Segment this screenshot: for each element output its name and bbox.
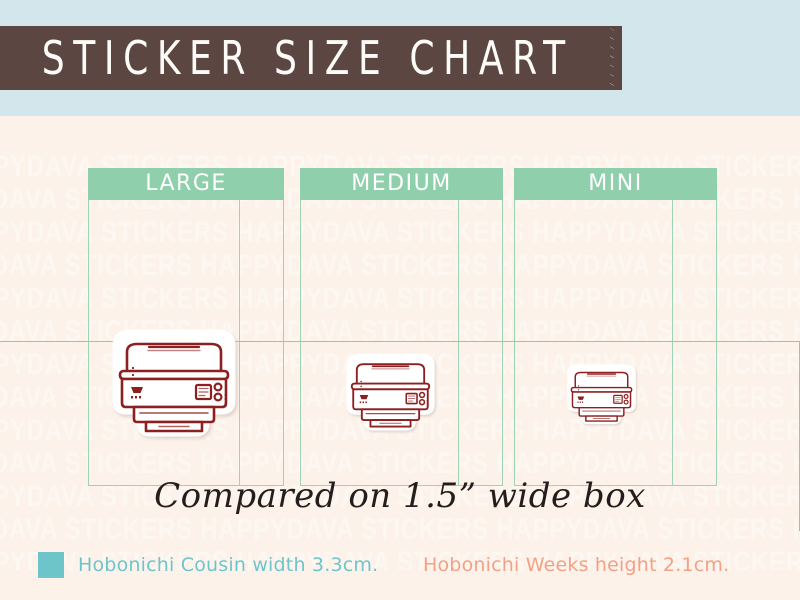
column-header-label: MEDIUM — [300, 168, 503, 200]
column-box — [300, 200, 503, 486]
size-column-large: LARGE — [88, 168, 284, 486]
legend-label-cousin: Hobonichi Cousin width 3.3cm. — [78, 554, 379, 576]
printer-sticker-medium — [340, 352, 441, 438]
printer-illustration-icon — [112, 329, 236, 437]
page-title: STICKER SIZE CHART — [41, 31, 574, 85]
column-inner-divider — [239, 200, 240, 485]
banner-zigzag-edge-icon — [606, 26, 622, 90]
legend-item-weeks: Hobonichi Weeks height 2.1cm. — [423, 548, 729, 582]
chart-caption: Compared on 1.5” wide box — [154, 476, 646, 516]
column-inner-divider — [458, 200, 459, 485]
printer-illustration-icon — [567, 364, 636, 425]
legend: Hobonichi Cousin width 3.3cm. Hobonichi … — [0, 548, 800, 582]
printer-illustration-icon — [346, 353, 435, 431]
legend-item-cousin: Hobonichi Cousin width 3.3cm. — [38, 548, 378, 582]
printer-sticker-mini — [562, 363, 641, 430]
column-box — [514, 200, 717, 486]
title-banner: STICKER SIZE CHART — [0, 26, 610, 90]
column-box — [88, 200, 284, 486]
column-header-label: MINI — [514, 168, 717, 200]
legend-swatch-icon — [38, 552, 64, 578]
watermark-row: HAPPYDAVA STICKERS HAPPYDAVA STICKERS HA… — [0, 513, 800, 546]
column-header-label: LARGE — [88, 168, 284, 200]
weeks-height-rule — [0, 341, 800, 342]
printer-sticker-large — [104, 327, 244, 447]
column-inner-divider — [672, 200, 673, 485]
legend-label-weeks: Hobonichi Weeks height 2.1cm. — [423, 554, 730, 576]
size-column-medium: MEDIUM — [300, 168, 503, 486]
size-column-mini: MINI — [514, 168, 717, 486]
